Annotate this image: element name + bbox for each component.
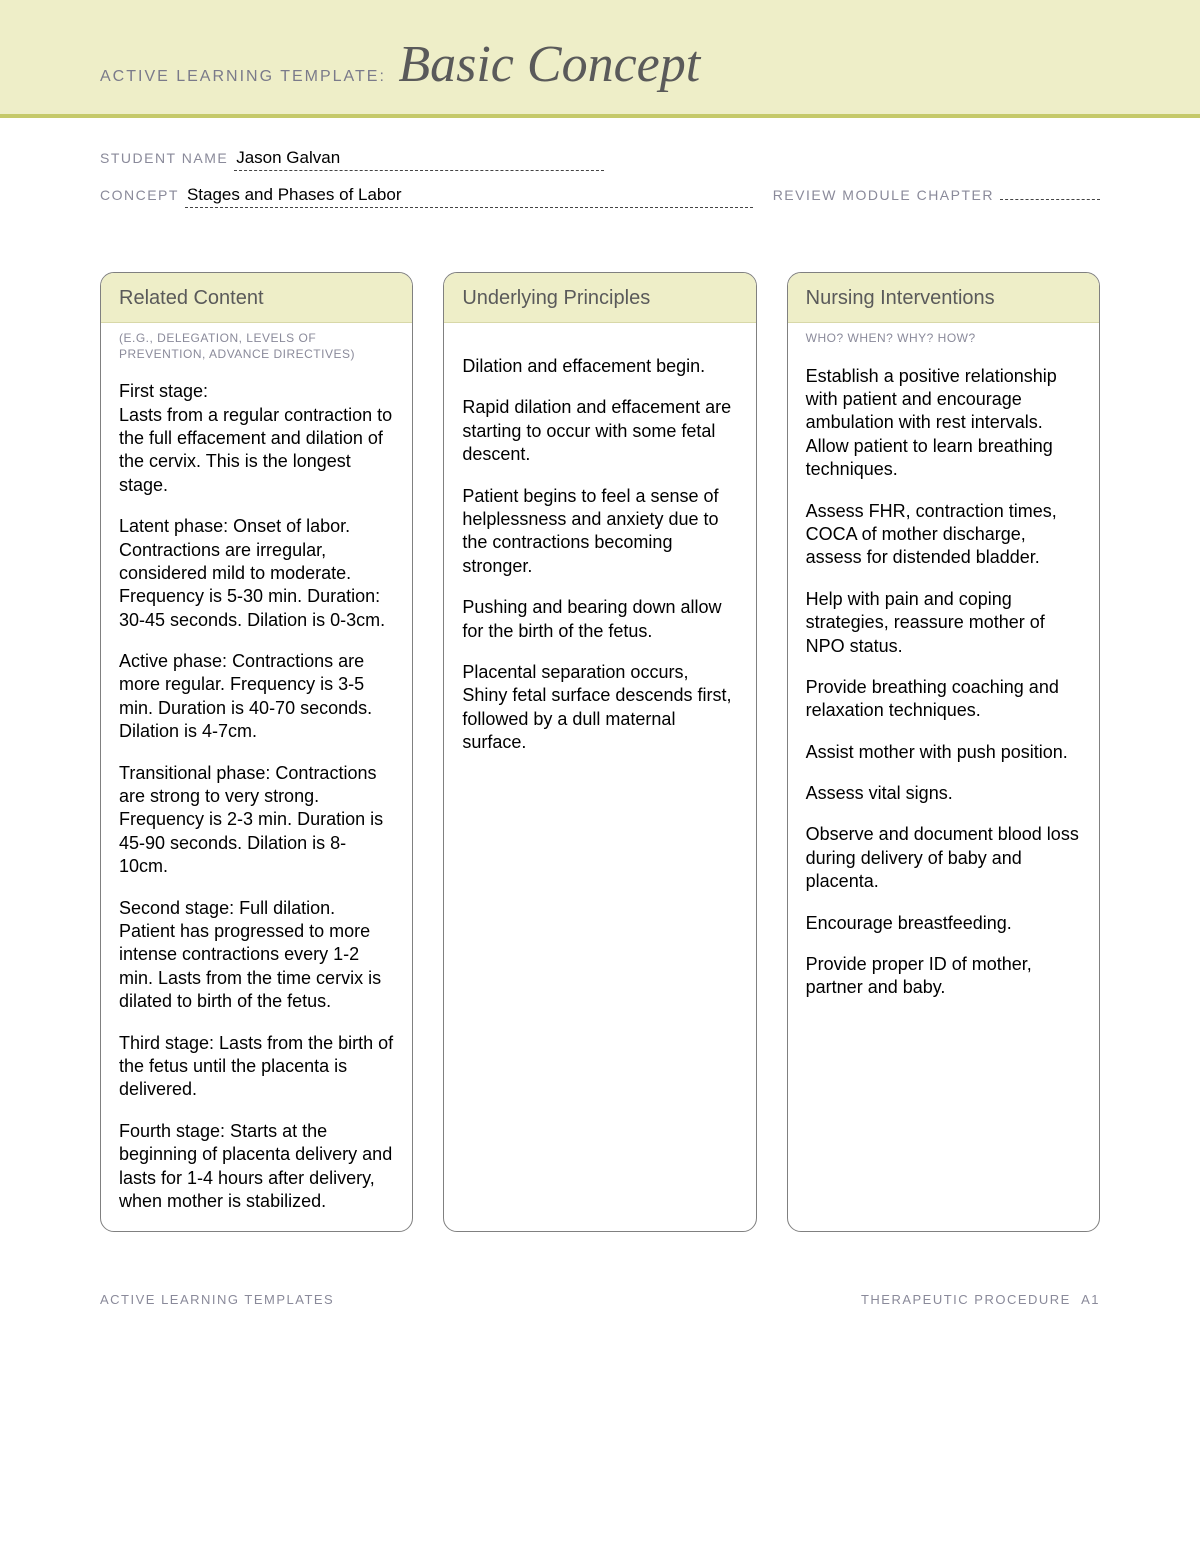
interventions-para: Assess FHR, contraction times, COCA of m… <box>806 500 1081 570</box>
related-para: Fourth stage: Starts at the beginning of… <box>119 1120 394 1214</box>
header-label: ACTIVE LEARNING TEMPLATE: <box>100 68 386 86</box>
nursing-interventions-body: Establish a positive relationship with p… <box>788 355 1099 1232</box>
principles-para: Dilation and effacement begin. <box>462 355 737 378</box>
concept-block: CONCEPT Stages and Phases of Labor <box>100 185 753 208</box>
concept-value: Stages and Phases of Labor <box>185 185 753 208</box>
page: ACTIVE LEARNING TEMPLATE: Basic Concept … <box>0 0 1200 1342</box>
related-para: Transitional phase: Contractions are str… <box>119 762 394 879</box>
review-block: REVIEW MODULE CHAPTER <box>773 187 1100 203</box>
related-para: First stage: Lasts from a regular contra… <box>119 380 394 497</box>
related-content-title: Related Content <box>119 287 394 310</box>
related-content-body: First stage: Lasts from a regular contra… <box>101 370 412 1231</box>
footer-left: ACTIVE LEARNING TEMPLATES <box>100 1292 334 1307</box>
related-content-box: Related Content (E.G., DELEGATION, LEVEL… <box>100 272 413 1232</box>
review-value <box>1000 199 1100 200</box>
interventions-para: Establish a positive relationship with p… <box>806 365 1081 482</box>
interventions-para: Encourage breastfeeding. <box>806 912 1081 935</box>
principles-para: Pushing and bearing down allow for the b… <box>462 596 737 643</box>
principles-para: Placental separation occurs, Shiny fetal… <box>462 661 737 755</box>
related-para: Active phase: Contractions are more regu… <box>119 650 394 744</box>
interventions-para: Assist mother with push position. <box>806 741 1081 764</box>
underlying-principles-header: Underlying Principles <box>444 273 755 323</box>
interventions-para: Assess vital signs. <box>806 782 1081 805</box>
principles-para: Rapid dilation and effacement are starti… <box>462 396 737 466</box>
underlying-principles-box: Underlying Principles Dilation and effac… <box>443 272 756 1232</box>
header-band: ACTIVE LEARNING TEMPLATE: Basic Concept <box>0 0 1200 118</box>
concept-review-row: CONCEPT Stages and Phases of Labor REVIE… <box>100 185 1100 208</box>
related-para: Latent phase: Onset of labor. Contractio… <box>119 515 394 632</box>
interventions-para: Observe and document blood loss during d… <box>806 823 1081 893</box>
related-content-header: Related Content <box>101 273 412 323</box>
meta-section: STUDENT NAME Jason Galvan CONCEPT Stages… <box>0 118 1200 242</box>
underlying-principles-body: Dilation and effacement begin. Rapid dil… <box>444 345 755 1231</box>
nursing-interventions-header: Nursing Interventions <box>788 273 1099 323</box>
interventions-para: Provide proper ID of mother, partner and… <box>806 953 1081 1000</box>
related-para: Third stage: Lasts from the birth of the… <box>119 1032 394 1102</box>
related-para: Second stage: Full dilation. Patient has… <box>119 897 394 1014</box>
nursing-interventions-subtitle: WHO? WHEN? WHY? HOW? <box>788 323 1099 355</box>
columns-wrap: Related Content (E.G., DELEGATION, LEVEL… <box>0 242 1200 1262</box>
principles-subtitle-spacer <box>444 323 755 345</box>
student-name-row: STUDENT NAME Jason Galvan <box>100 148 1100 171</box>
header-title: Basic Concept <box>398 35 700 94</box>
interventions-para: Provide breathing coaching and relaxatio… <box>806 676 1081 723</box>
footer: ACTIVE LEARNING TEMPLATES THERAPEUTIC PR… <box>0 1262 1200 1342</box>
student-name-label: STUDENT NAME <box>100 150 234 166</box>
footer-page: A1 <box>1081 1292 1100 1307</box>
underlying-principles-title: Underlying Principles <box>462 287 737 310</box>
concept-label: CONCEPT <box>100 187 185 203</box>
principles-para: Patient begins to feel a sense of helple… <box>462 485 737 579</box>
footer-right: THERAPEUTIC PROCEDURE A1 <box>861 1292 1100 1307</box>
interventions-para: Help with pain and coping strategies, re… <box>806 588 1081 658</box>
related-content-subtitle: (E.G., DELEGATION, LEVELS OF PREVENTION,… <box>101 323 412 370</box>
nursing-interventions-box: Nursing Interventions WHO? WHEN? WHY? HO… <box>787 272 1100 1232</box>
student-name-value: Jason Galvan <box>234 148 604 171</box>
nursing-interventions-title: Nursing Interventions <box>806 287 1081 310</box>
footer-right-text: THERAPEUTIC PROCEDURE <box>861 1292 1071 1307</box>
review-label: REVIEW MODULE CHAPTER <box>773 187 1000 203</box>
